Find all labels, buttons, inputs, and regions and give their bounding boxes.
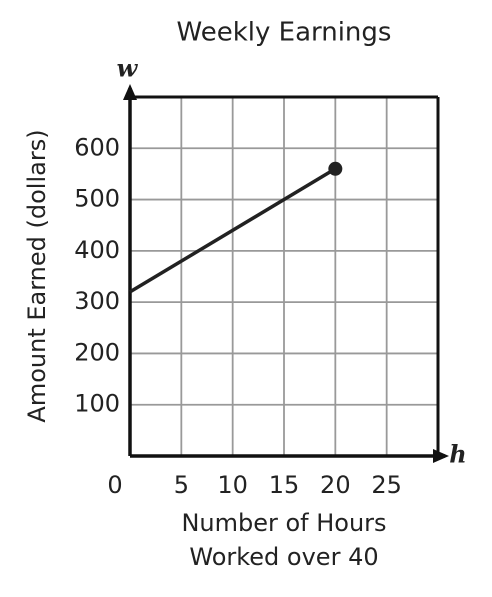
y-tick-label: 300	[74, 287, 120, 315]
x-axis-arrow	[433, 449, 449, 463]
y-tick-label: 100	[74, 390, 120, 418]
y-tick-label: 500	[74, 185, 120, 213]
x-tick-label: 15	[269, 471, 300, 499]
y-variable: w	[117, 54, 139, 83]
end-point	[328, 161, 343, 176]
x-tick-label: 10	[217, 471, 248, 499]
x-tick-label: 0	[107, 471, 122, 499]
chart-title: Weekly Earnings	[177, 18, 392, 48]
line	[129, 167, 337, 294]
x-axis-label: Number of Hours	[181, 509, 386, 537]
y-tick-label: 200	[74, 338, 120, 366]
y-tick-label: 600	[74, 133, 120, 161]
x-tick-label: 25	[371, 471, 402, 499]
x-tick-label: 5	[174, 471, 189, 499]
y-axis-label: Amount Earned (dollars)	[23, 129, 51, 422]
y-axis-arrow	[123, 84, 137, 100]
x-axis-label: Worked over 40	[189, 543, 378, 571]
y-tick-label: 400	[74, 236, 120, 264]
x-tick-label: 20	[320, 471, 351, 499]
x-variable: h	[449, 440, 466, 469]
